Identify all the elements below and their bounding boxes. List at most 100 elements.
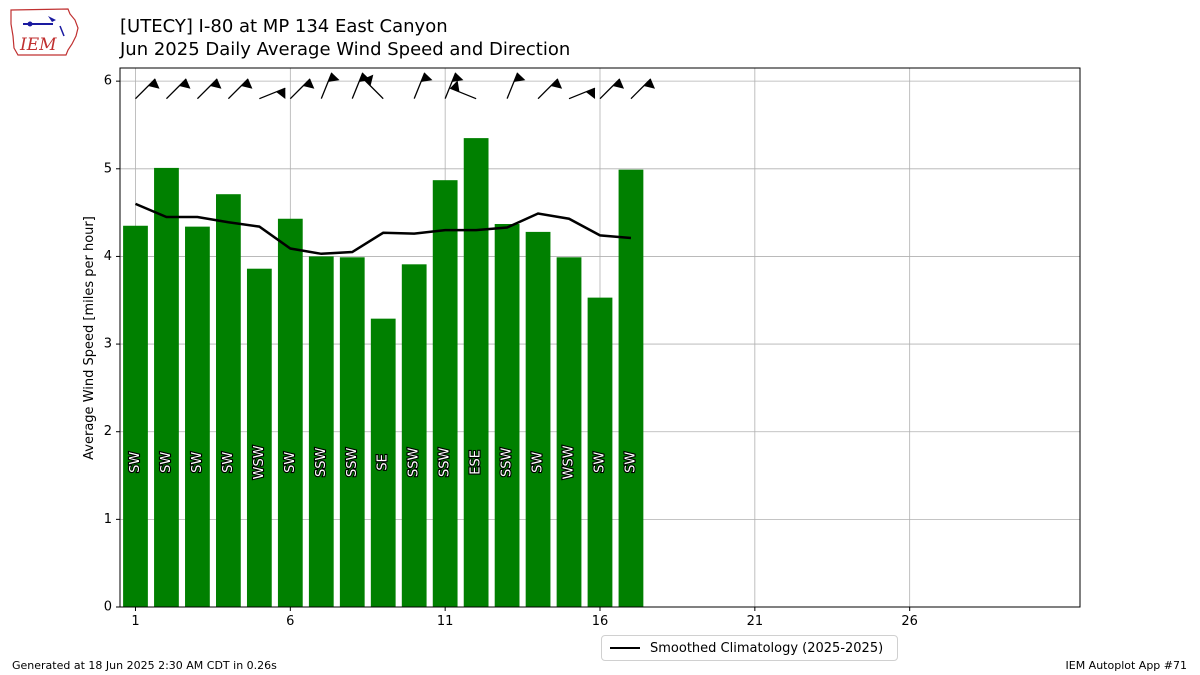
legend: Smoothed Climatology (2025-2025)	[601, 635, 898, 661]
wind-barb	[196, 78, 222, 100]
direction-label: SSW	[500, 448, 515, 478]
x-tick-label: 6	[286, 614, 294, 629]
wind-barb-flag	[363, 74, 374, 86]
x-tick-label: 26	[901, 614, 918, 629]
y-tick-label: 5	[104, 161, 112, 176]
wind-barb-flag	[148, 78, 160, 89]
wind-barb-flag	[550, 78, 563, 89]
direction-label: SW	[283, 452, 298, 473]
wind-barb	[227, 78, 253, 100]
legend-line-swatch	[610, 647, 640, 649]
direction-label: SSW	[407, 448, 422, 478]
wind-barb	[165, 78, 191, 100]
wind-barb	[630, 78, 656, 100]
wind-barb-staff	[289, 78, 311, 100]
direction-label: ESE	[469, 450, 484, 475]
wind-barb-staff	[444, 72, 457, 99]
direction-label: SSW	[438, 448, 453, 478]
wind-barb	[599, 78, 625, 100]
direction-label: SW	[531, 452, 546, 473]
wind-barb	[568, 87, 596, 100]
wind-barb-staff	[506, 72, 519, 99]
bar-day-10	[401, 264, 427, 607]
y-axis-label: Average Wind Speed [miles per hour]	[82, 216, 97, 460]
wind-barb-flag	[210, 78, 222, 89]
y-tick-label: 0	[104, 600, 112, 615]
chart-title-line1: [UTECY] I-80 at MP 134 East Canyon	[120, 16, 448, 37]
wind-barb	[537, 78, 563, 100]
climatology-line-group	[134, 202, 632, 256]
wind-barb-staff	[537, 78, 559, 100]
wind-barb-staff	[259, 87, 286, 100]
wind-barb-staff	[413, 72, 426, 99]
bar-series	[123, 138, 644, 608]
direction-label: SW	[593, 452, 608, 473]
direction-labels: SW SW SW SW WSW SW SSW SSW SE SSW SSW ESE SSW SW WSW SW…	[127, 444, 640, 480]
wind-barb-flag	[451, 72, 464, 82]
y-tick-label: 6	[104, 74, 112, 89]
wind-barb-flag	[585, 88, 596, 99]
bar-day-11	[432, 180, 458, 607]
wind-barb-flag	[513, 72, 526, 82]
bar-day-6	[277, 218, 303, 607]
climatology-line	[134, 202, 632, 256]
bar-day-15	[556, 257, 582, 607]
direction-label: WSW	[562, 445, 577, 479]
wind-barb-flag	[450, 80, 460, 92]
bar-day-8	[339, 257, 365, 607]
y-tick-label: 3	[104, 337, 112, 352]
wind-barb-flag	[241, 78, 253, 89]
direction-label: WSW	[252, 445, 267, 479]
wind-barb	[135, 78, 160, 100]
bar-day-4	[216, 194, 241, 607]
direction-label: SW	[221, 452, 236, 473]
direction-label: SE	[376, 454, 391, 470]
bar-day-13	[494, 224, 520, 608]
wind-barb-flag	[612, 78, 625, 89]
wind-barb	[413, 72, 433, 99]
wind-barb-staff	[351, 72, 364, 99]
bar-day-3	[185, 226, 210, 608]
wind-barb-flag	[303, 78, 315, 89]
wind-barb-staff	[568, 87, 596, 100]
wind-barb-staff	[320, 72, 333, 99]
bar-day-17	[618, 169, 644, 607]
legend-label: Smoothed Climatology (2025-2025)	[650, 640, 884, 656]
wind-barb-flag	[420, 72, 433, 82]
x-tick-label: 21	[747, 614, 764, 629]
x-tick-label: 16	[592, 614, 609, 629]
y-tick-label: 2	[104, 424, 112, 439]
direction-label: SSW	[314, 448, 329, 478]
wind-barb-staff	[630, 78, 652, 100]
footer-generated: Generated at 18 Jun 2025 2:30 AM CDT in …	[12, 659, 277, 672]
wind-barb	[506, 72, 526, 99]
wind-barb-flag	[179, 78, 191, 89]
wind-barb-flag	[276, 88, 286, 99]
direction-label: SW	[128, 452, 143, 473]
bar-day-1	[123, 225, 148, 607]
bar-day-16	[587, 297, 613, 607]
wind-barb	[320, 72, 340, 99]
wind-barb-flag	[328, 72, 340, 82]
bar-day-2	[154, 167, 179, 607]
wind-barb	[289, 78, 315, 100]
wind-barb-staff	[165, 78, 187, 100]
direction-label: SW	[190, 452, 205, 473]
iem-logo: IEM	[8, 6, 82, 58]
direction-label: SW	[159, 452, 174, 473]
y-tick-label: 1	[104, 512, 112, 527]
wind-barb	[259, 87, 286, 100]
wind-barb-staff	[599, 78, 621, 100]
wind-barb-flag	[643, 78, 656, 89]
bar-day-12	[463, 138, 489, 607]
bar-day-14	[525, 231, 551, 607]
x-tick-label: 1	[131, 614, 139, 629]
chart-title-line2: Jun 2025 Daily Average Wind Speed and Di…	[120, 39, 571, 60]
y-tick-label: 4	[104, 249, 112, 264]
wind-barb	[449, 80, 477, 100]
wind-barb	[444, 72, 464, 99]
direction-label: SSW	[345, 448, 360, 478]
logo-text: IEM	[19, 35, 57, 55]
